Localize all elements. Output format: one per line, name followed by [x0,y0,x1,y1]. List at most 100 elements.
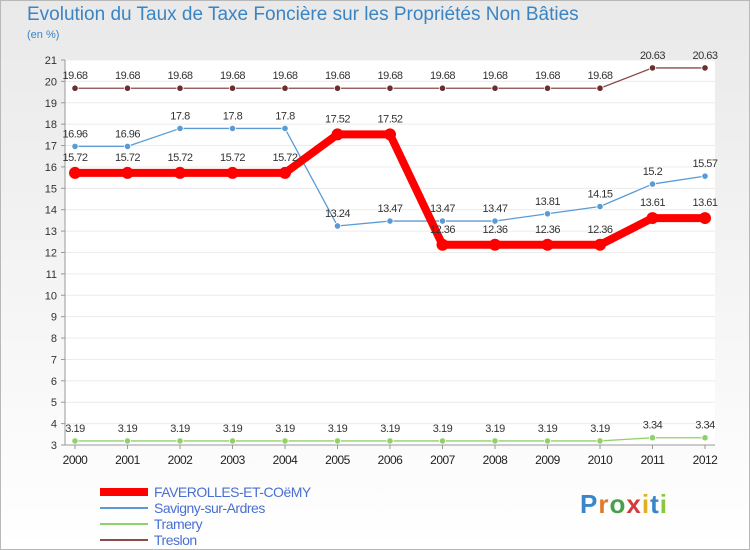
legend-swatch [100,507,148,509]
data-point [491,84,499,92]
data-point [596,437,604,445]
data-point [543,437,552,445]
logo-letter: i [659,489,668,519]
data-label: 12.36 [587,224,612,236]
data-label: 19.68 [325,70,350,82]
data-point [71,84,79,92]
data-point [333,437,342,445]
y-tick-label: 19 [45,98,57,110]
data-label: 13.47 [430,203,455,215]
data-point [386,84,394,92]
data-label: 13.47 [482,203,507,215]
data-label: 12.36 [430,224,455,236]
y-tick-label: 20 [45,76,57,88]
data-point [543,210,552,218]
data-point [596,84,604,92]
data-point [281,84,289,92]
data-label: 13.61 [640,197,665,209]
data-point [543,84,552,92]
legend-item: FAVEROLLES-ET-COëMY [100,484,311,500]
data-point [541,238,554,251]
data-point [699,212,711,225]
data-label: 3.19 [275,423,295,435]
y-tick-label: 15 [45,183,57,195]
data-point [123,142,132,151]
data-point [491,217,499,225]
data-label: 17.8 [170,110,190,122]
y-tick-label: 12 [45,248,57,260]
legend-label: Savigny-sur-Ardres [154,500,265,516]
logo-letter: o [609,489,627,519]
data-point [281,124,289,133]
y-tick-label: 9 [51,312,57,324]
data-point [123,437,132,445]
data-label: 3.19 [65,423,85,435]
data-point [176,84,184,92]
logo-letter: P [580,489,599,519]
data-point [701,64,709,72]
x-tick-label: 2003 [220,453,246,467]
data-label: 12.36 [535,224,560,236]
data-label: 13.24 [325,208,350,220]
data-label: 16.96 [62,128,87,140]
legend-label: Treslon [154,532,197,548]
data-label: 19.68 [272,70,297,82]
data-point [386,217,394,225]
data-label: 3.19 [118,423,138,435]
legend-item: Tramery [100,516,311,532]
data-point [438,84,447,92]
data-point [386,437,394,445]
data-point [228,124,237,133]
data-point [436,238,449,251]
data-label: 19.68 [587,70,612,82]
data-label: 3.19 [328,423,348,435]
data-label: 13.81 [535,196,560,208]
data-label: 19.68 [482,70,507,82]
data-label: 3.19 [223,423,243,435]
y-tick-label: 6 [51,376,57,388]
data-label: 16.96 [115,128,140,140]
data-label: 3.19 [380,423,400,435]
data-label: 15.72 [220,152,245,164]
data-label: 19.68 [62,70,87,82]
data-label: 3.34 [643,420,663,432]
chart-unit-label: (en %) [27,29,60,41]
data-point [594,238,606,251]
data-point [701,434,709,442]
legend-swatch [100,523,148,525]
data-point [648,434,657,442]
legend-item: Treslon [100,532,311,548]
data-label: 3.19 [590,423,610,435]
data-label: 3.34 [695,420,715,432]
data-point [69,166,81,179]
data-label: 20.63 [692,50,717,62]
y-tick-label: 17 [45,141,57,153]
y-tick-label: 7 [51,354,57,366]
data-point [489,238,501,251]
data-label: 15.57 [692,158,717,170]
y-tick-label: 11 [46,269,57,281]
logo-letter: x [626,489,642,519]
data-point [333,84,342,92]
x-tick-label: 2005 [325,453,351,467]
y-tick-label: 3 [51,440,57,452]
y-tick-label: 5 [51,397,57,409]
data-point [384,128,396,141]
logo-letter: t [650,489,660,519]
data-point [646,212,659,225]
data-label: 19.68 [377,70,402,82]
legend-swatch [100,488,148,496]
data-label: 20.63 [640,50,665,62]
data-label: 15.72 [115,152,140,164]
chart-title: Evolution du Taux de Taxe Foncière sur l… [27,4,579,25]
data-label: 17.52 [377,113,402,125]
x-tick-label: 2008 [483,453,509,467]
data-label: 17.8 [275,110,295,122]
data-label: 15.2 [643,166,663,178]
x-tick-label: 2011 [641,453,666,467]
x-tick-label: 2004 [273,453,299,467]
legend-swatch [100,539,148,541]
x-tick-label: 2012 [693,453,719,467]
data-label: 19.68 [220,70,245,82]
